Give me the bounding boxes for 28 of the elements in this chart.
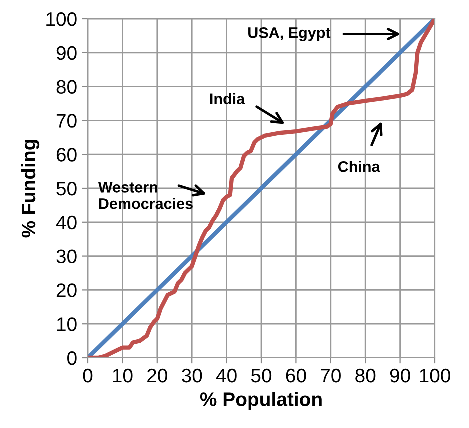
x-tick-label: 10 (113, 368, 133, 383)
x-tick-label: 90 (390, 368, 410, 383)
y-tick-label: 50 (56, 182, 77, 196)
y-tick-label: 10 (57, 318, 77, 332)
x-tick-label: 40 (216, 368, 237, 383)
y-tick-label: 20 (56, 284, 77, 298)
annotation: India (210, 93, 246, 104)
x-tick-label: 50 (251, 368, 272, 383)
y-tick-label: 30 (56, 250, 77, 264)
y-tick-label: 100 (46, 12, 77, 26)
annotation: Western Democracies (98, 182, 193, 210)
x-tick-label: 70 (321, 368, 341, 383)
annotation: China (338, 161, 380, 172)
y-axis-title: % Funding (21, 140, 40, 238)
x-tick-label: 20 (148, 368, 168, 383)
y-tick-label: 40 (56, 216, 77, 230)
x-tick-label: 30 (182, 368, 202, 383)
y-tick-label: 70 (56, 114, 77, 128)
x-axis-title: % Population (200, 392, 322, 410)
x-tick-label: 80 (356, 368, 376, 383)
y-tick-label: 90 (56, 46, 77, 60)
y-tick-label: 80 (56, 80, 77, 94)
x-tick-label: 60 (286, 368, 306, 383)
y-tick-label: 0 (68, 351, 77, 366)
y-tick-label: 60 (56, 148, 77, 162)
x-tick-label: 0 (83, 368, 93, 383)
annotation: USA, Egypt (248, 27, 331, 42)
x-tick-label: 100 (420, 368, 450, 383)
